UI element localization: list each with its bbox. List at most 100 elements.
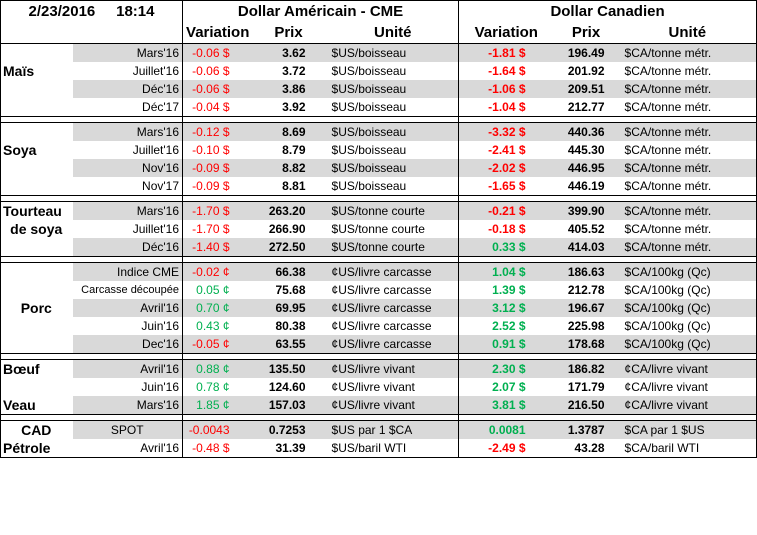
product-label-tourteau-line2: de soya (0, 220, 73, 238)
us-unit-cell: $US/boisseau (327, 80, 459, 98)
us-price-cell: 75.68 (275, 283, 306, 297)
table-row: Maïs Juillet'16 -0.06 $ 3.72 $US/boissea… (0, 62, 757, 80)
us-price-cell: 66.38 (249, 262, 328, 281)
us-unit-cell: $US/boisseau (327, 98, 459, 117)
table-row: Indice CME -0.02 ¢ 66.38 ¢US/livre carca… (0, 262, 757, 281)
us-unit-cell: $US/tonne courte (331, 222, 425, 236)
header-row-titles: 2/23/2016 18:14 Dollar Américain - CME D… (0, 0, 757, 23)
us-unit-cell: ¢US/livre carcasse (327, 299, 459, 317)
us-unit-cell: $US/boisseau (327, 177, 459, 196)
table-row: Porc Avril'16 0.70 ¢ 69.95 ¢US/livre car… (0, 299, 757, 317)
ca-variation-cell: -1.81 $ (458, 43, 554, 62)
us-variation-cell: -0.10 $ (182, 141, 250, 159)
us-variation-cell: -1.70 $ (182, 220, 250, 238)
us-unit-cell: $US/boisseau (331, 143, 407, 157)
ca-unit-cell: $CA/100kg (Qc) (618, 317, 757, 335)
header-row-columns: Variation Prix Unité Variation Prix Unit… (0, 23, 757, 44)
ca-variation-cell: -1.06 $ (458, 80, 554, 98)
us-unit-cell: ¢US/livre carcasse (331, 319, 432, 333)
us-price-cell: 3.62 (249, 43, 328, 62)
ca-section-title: Dollar Canadien (458, 0, 757, 23)
contract-cell: Mars'16 (72, 43, 183, 62)
ca-price-cell: 212.78 (567, 283, 605, 297)
us-variation-cell: 0.78 ¢ (182, 378, 250, 396)
us-variation-cell: -0.12 $ (182, 122, 250, 141)
us-variation-cell: -0.06 $ (182, 43, 250, 62)
us-unit-cell: ¢US/livre vivant (327, 359, 459, 378)
ca-variation-cell: 2.07 $ (458, 378, 554, 396)
us-price-cell: 266.90 (268, 222, 306, 236)
contract-cell: Nov'16 (72, 159, 183, 177)
us-variation-cell: -1.40 $ (182, 238, 250, 257)
us-variation-header: Variation (182, 23, 250, 44)
us-unit-cell: $US par 1 $CA (327, 420, 459, 439)
commodity-price-table: 2/23/2016 18:14 Dollar Américain - CME D… (0, 0, 757, 458)
ca-variation-cell: 3.12 $ (458, 299, 554, 317)
us-variation-cell: 0.05 ¢ (182, 281, 250, 299)
us-unit-cell: $US/boisseau (327, 43, 459, 62)
ca-variation-cell: 0.33 $ (458, 238, 554, 257)
ca-price-cell: 196.67 (553, 299, 619, 317)
table-row: Carcasse découpée 0.05 ¢ 75.68 ¢US/livre… (0, 281, 757, 299)
contract-cell: Mars'16 (72, 122, 183, 141)
table-row: Tourteau Mars'16 -1.70 $ 263.20 $US/tonn… (0, 201, 757, 220)
ca-price-cell: 414.03 (553, 238, 619, 257)
table-row: Bœuf Avril'16 0.88 ¢ 135.50 ¢US/livre vi… (0, 359, 757, 378)
us-price-cell: 80.38 (275, 319, 306, 333)
us-variation-cell: -1.70 $ (182, 201, 250, 220)
ca-price-cell: 201.92 (567, 64, 605, 78)
us-variation-cell: -0.48 $ (182, 439, 250, 458)
contract-cell: Dec'16 (72, 335, 183, 354)
table-row: Nov'16 -0.09 $ 8.82 $US/boisseau -2.02 $… (0, 159, 757, 177)
ca-price-cell: 43.28 (553, 439, 619, 458)
ca-price-cell: 446.95 (553, 159, 619, 177)
table-row: Déc'16 -1.40 $ 272.50 $US/tonne courte 0… (0, 238, 757, 257)
section-divider (0, 195, 757, 202)
ca-unit-cell: $CA/tonne métr. (618, 238, 757, 257)
us-price-cell: 3.86 (249, 80, 328, 98)
ca-variation-cell: -2.49 $ (458, 439, 554, 458)
contract-cell: Déc'16 (72, 238, 183, 257)
us-price-cell: 0.7253 (249, 420, 328, 439)
contract-cell: Carcasse découpée (81, 284, 180, 296)
contract-cell: Mars'16 (72, 201, 183, 220)
ca-unit-cell: $CA/tonne métr. (618, 220, 757, 238)
product-label-mais: Maïs (0, 62, 73, 80)
us-price-cell: 272.50 (249, 238, 328, 257)
contract-cell: SPOT (72, 420, 183, 439)
table-row: CAD SPOT -0.0043 0.7253 $US par 1 $CA 0.… (0, 420, 757, 439)
ca-price-cell: 445.30 (567, 143, 605, 157)
us-unit-cell: $US/tonne courte (327, 238, 459, 257)
ca-price-cell: 446.19 (553, 177, 619, 196)
us-variation-cell: 0.70 ¢ (182, 299, 250, 317)
us-price-cell: 263.20 (249, 201, 328, 220)
us-unit-cell: $US/boisseau (331, 64, 407, 78)
ca-variation-cell: -2.41 $ (458, 141, 554, 159)
ca-price-cell: 209.51 (553, 80, 619, 98)
contract-cell: Avril'16 (72, 359, 183, 378)
us-variation-cell: -0.09 $ (182, 159, 250, 177)
section-divider (0, 116, 757, 123)
ca-unit-cell: $CA/tonne métr. (618, 62, 757, 80)
ca-price-cell: 399.90 (553, 201, 619, 220)
us-section-title: Dollar Américain - CME (182, 0, 459, 23)
ca-price-cell: 1.3787 (553, 420, 619, 439)
ca-variation-cell: 0.0081 (458, 420, 554, 439)
ca-variation-cell: 2.30 $ (458, 359, 554, 378)
contract-cell: Mars'16 (72, 396, 183, 415)
ca-price-cell: 178.68 (553, 335, 619, 354)
ca-price-cell: 196.49 (553, 43, 619, 62)
ca-variation-cell: -2.02 $ (458, 159, 554, 177)
us-unit-cell: ¢US/livre vivant (327, 396, 459, 415)
contract-cell: Déc'16 (72, 80, 183, 98)
table-row: Déc'17 -0.04 $ 3.92 $US/boisseau -1.04 $… (0, 98, 757, 117)
ca-variation-cell: 1.04 $ (458, 262, 554, 281)
table-row: Mars'16 -0.12 $ 8.69 $US/boisseau -3.32 … (0, 122, 757, 141)
ca-variation-cell: -0.18 $ (458, 220, 554, 238)
us-price-cell: 135.50 (249, 359, 328, 378)
ca-price-cell: 186.63 (553, 262, 619, 281)
ca-unit-cell: $CA/100kg (Qc) (618, 335, 757, 354)
us-variation-cell: -0.02 ¢ (182, 262, 250, 281)
us-price-cell: 3.72 (282, 64, 306, 78)
contract-cell: Juillet'16 (132, 222, 180, 236)
